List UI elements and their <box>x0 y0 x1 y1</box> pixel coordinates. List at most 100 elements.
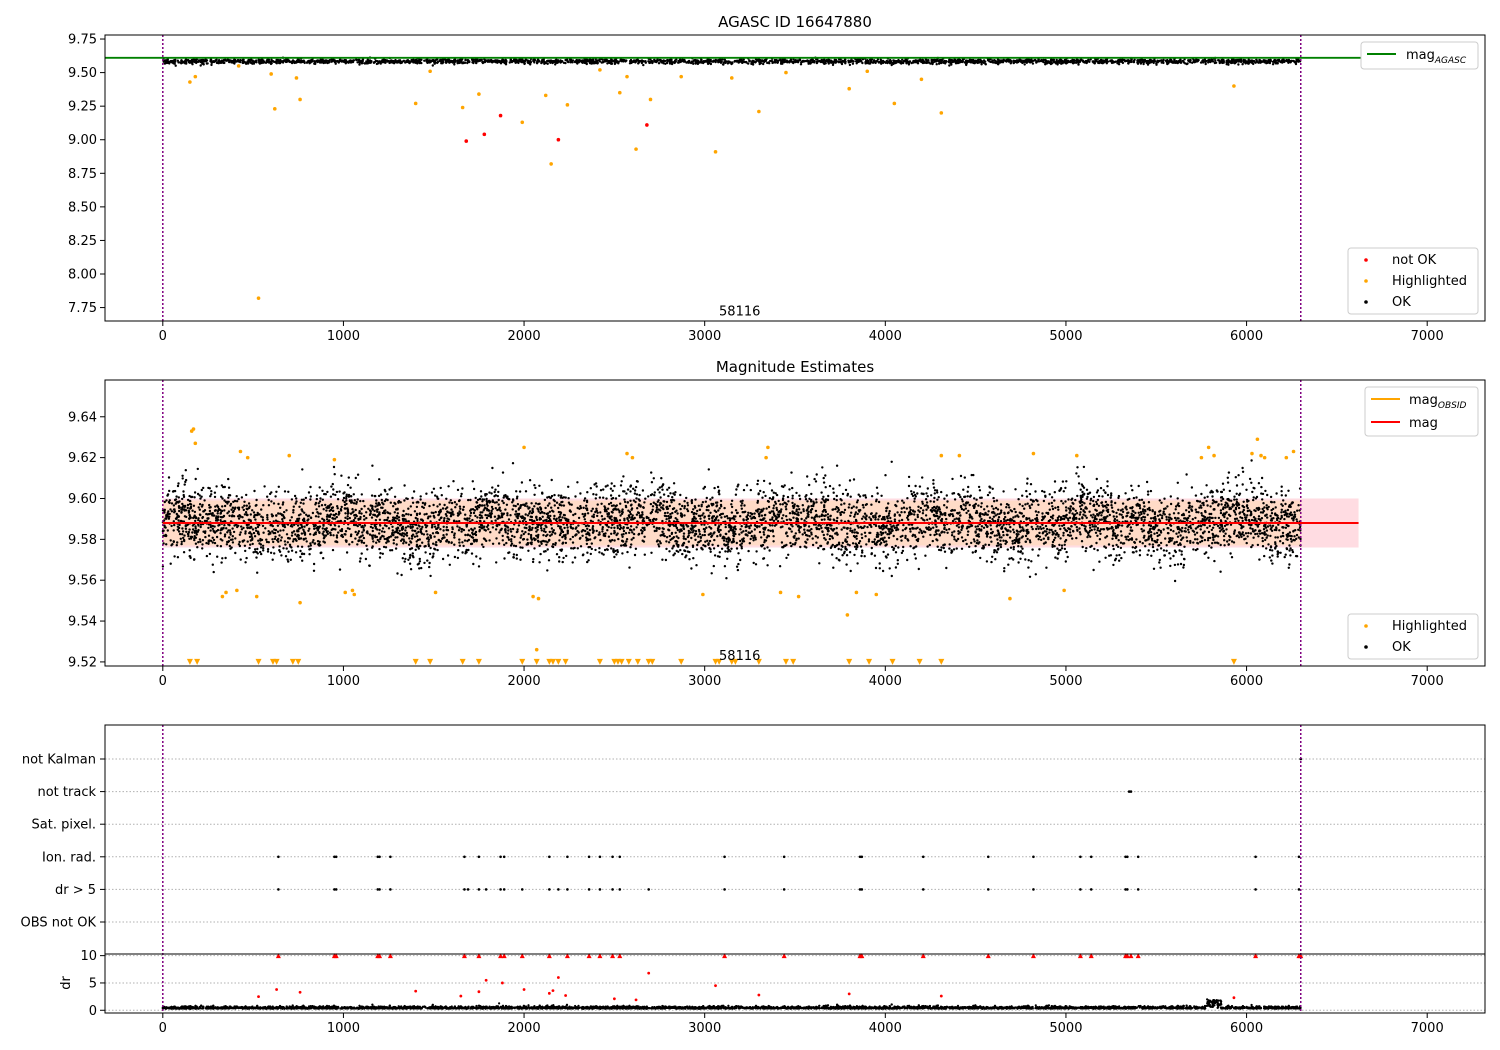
ok-point <box>1185 509 1188 512</box>
ok-point <box>602 488 605 491</box>
ok-point <box>571 59 575 62</box>
ok-point <box>613 62 617 66</box>
ok-point <box>1284 494 1288 497</box>
ok-point <box>393 495 397 498</box>
ok-point <box>1017 545 1020 548</box>
ok-point <box>1093 528 1096 531</box>
ok-point <box>1131 489 1134 492</box>
ok-point <box>791 494 794 497</box>
ok-point <box>1021 61 1024 65</box>
ok-point <box>177 482 180 485</box>
ok-point <box>413 60 416 64</box>
ok-point <box>275 62 278 65</box>
ok-point <box>591 507 594 510</box>
ok-point <box>1013 59 1016 63</box>
ok-point <box>453 536 456 539</box>
ok-point <box>409 554 412 557</box>
ok-point <box>334 62 337 65</box>
ok-point <box>1205 499 1208 503</box>
ok-point <box>251 59 254 62</box>
ok-point <box>586 60 589 63</box>
ok-point <box>241 506 244 509</box>
ok-point <box>363 62 367 65</box>
ok-point <box>243 544 247 547</box>
ok-point <box>433 535 436 538</box>
ok-point <box>214 59 217 62</box>
ok-point <box>1263 60 1266 64</box>
ok-point <box>926 518 929 521</box>
ok-point <box>1259 61 1262 64</box>
ok-point <box>1266 525 1270 528</box>
ok-point <box>386 493 389 496</box>
ok-point <box>943 531 946 534</box>
ok-point <box>945 528 948 532</box>
ok-point <box>644 60 647 63</box>
ok-point <box>484 60 487 64</box>
ok-point <box>418 59 421 62</box>
ok-point <box>191 62 194 66</box>
ok-point <box>223 524 226 527</box>
ok-point <box>571 541 575 544</box>
ok-point <box>1187 525 1190 529</box>
ok-point <box>1165 549 1168 552</box>
ok-point <box>380 530 384 533</box>
ok-point <box>378 532 381 535</box>
ok-point <box>1233 498 1236 501</box>
ok-point <box>1142 62 1145 66</box>
ok-point <box>194 542 198 545</box>
ok-point <box>905 60 909 63</box>
ok-point <box>928 543 931 547</box>
highlighted-point <box>757 109 761 114</box>
ok-point <box>445 59 448 62</box>
ok-point <box>478 58 481 62</box>
ok-point <box>635 526 638 529</box>
ok-point <box>807 529 811 532</box>
ok-point <box>386 60 389 63</box>
ok-point <box>308 548 311 551</box>
ok-point <box>581 61 584 64</box>
ok-point <box>763 60 766 64</box>
ok-point <box>1271 62 1275 66</box>
panel-agasc: AGASC ID 16647880 58116 0 1000 2000 3000 400… <box>68 13 1486 344</box>
ok-point <box>1074 509 1078 512</box>
ok-point <box>883 536 886 539</box>
ok-point <box>1156 534 1159 538</box>
highlighted-point <box>428 69 432 74</box>
ok-point <box>833 60 836 63</box>
ok-point <box>1076 494 1079 498</box>
ok-point <box>625 540 628 543</box>
ok-point <box>394 58 397 62</box>
ok-point <box>1119 541 1123 544</box>
ok-point <box>797 59 801 62</box>
ok-point <box>772 519 776 522</box>
ok-point <box>1135 538 1138 541</box>
ok-point <box>730 503 733 506</box>
ok-point <box>1247 58 1250 61</box>
ok-point <box>835 494 838 498</box>
ok-point <box>822 476 825 480</box>
ok-point <box>1146 553 1149 556</box>
ok-point <box>1120 556 1123 560</box>
ok-point <box>172 529 175 532</box>
ok-point <box>935 62 938 66</box>
ok-point <box>1260 532 1264 535</box>
ok-point <box>579 492 582 495</box>
highlighted-point <box>617 90 622 95</box>
ok-point <box>1029 483 1033 486</box>
ok-point <box>272 540 275 544</box>
ok-point <box>1073 59 1077 62</box>
ok-point <box>820 491 823 494</box>
ok-point <box>1210 546 1213 549</box>
ok-point <box>799 63 803 66</box>
ok-point <box>909 545 912 548</box>
ok-point <box>1266 516 1269 519</box>
ok-point <box>909 530 912 533</box>
ok-point <box>601 530 604 533</box>
ok-point <box>908 61 911 65</box>
ok-point <box>707 61 711 64</box>
ok-point <box>1121 60 1124 64</box>
ok-point <box>1209 491 1212 494</box>
ok-point <box>1014 510 1017 514</box>
ok-point <box>1165 60 1169 63</box>
ok-point <box>1293 535 1296 538</box>
